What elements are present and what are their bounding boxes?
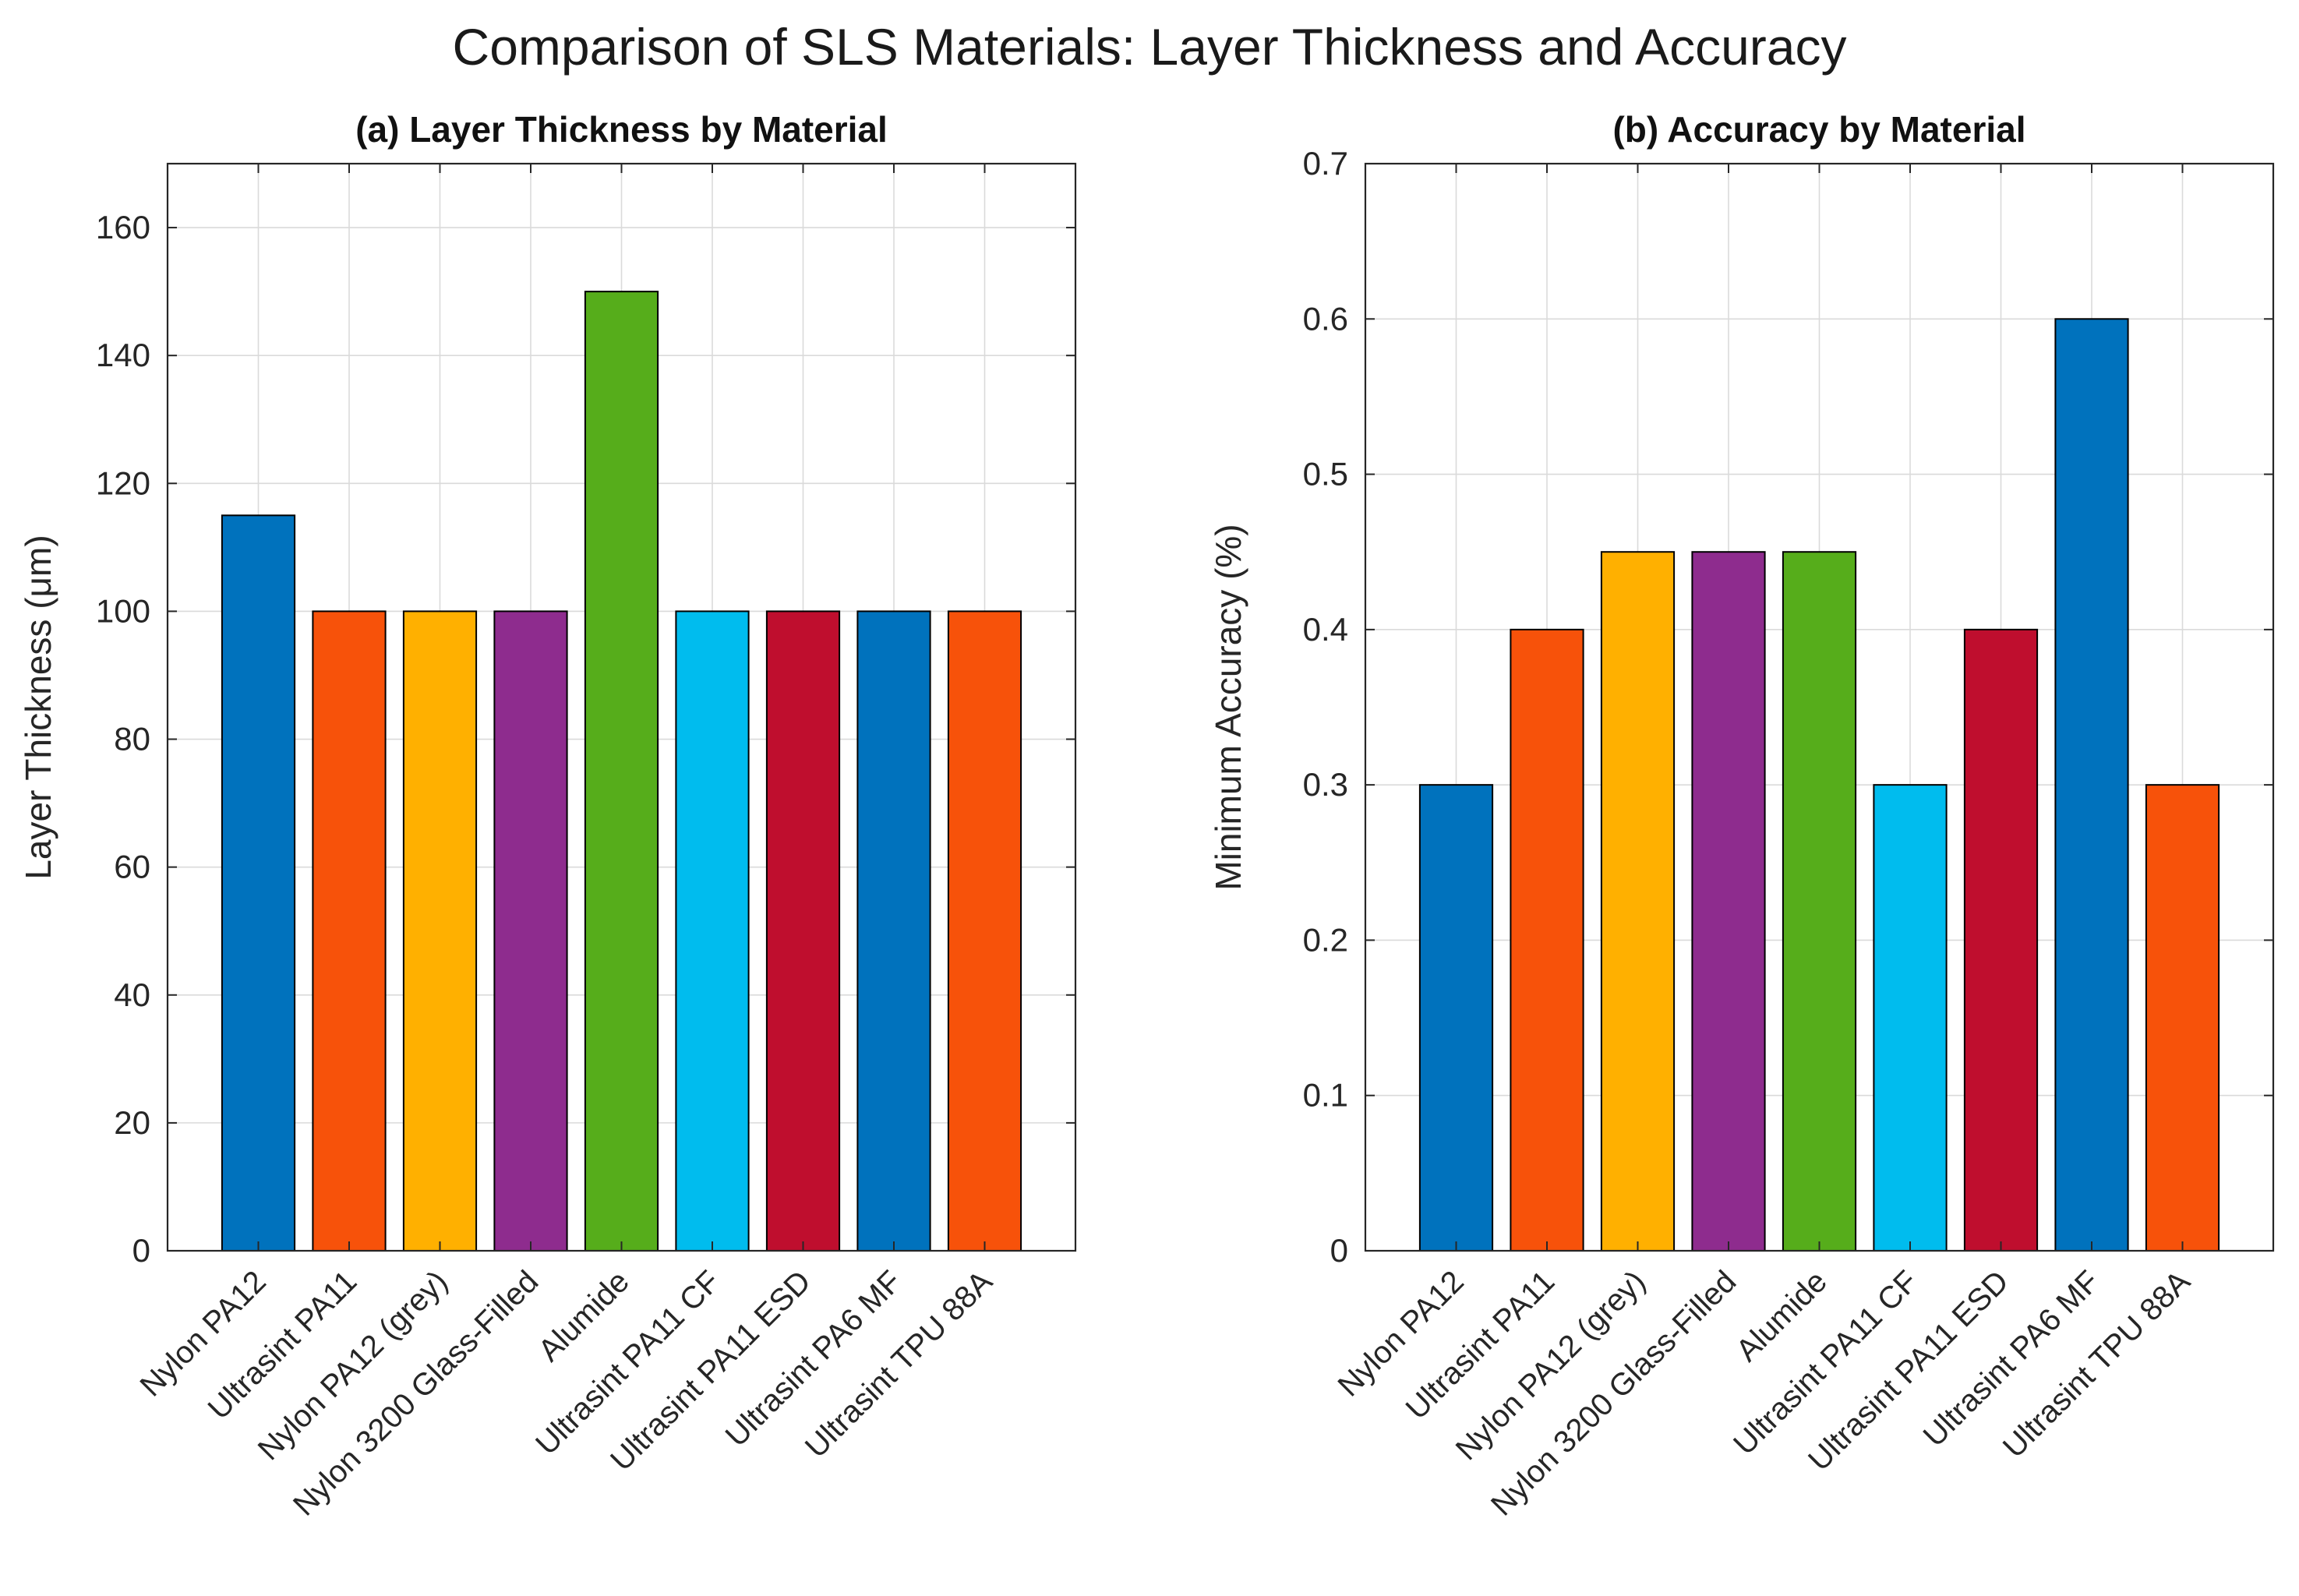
bar-a-5 xyxy=(584,291,659,1252)
y-tick-label: 60 xyxy=(114,849,150,885)
bar-b-8 xyxy=(2054,318,2129,1252)
y-tick-label: 100 xyxy=(96,592,150,629)
y-axis-label: Minimum Accuracy (%) xyxy=(1208,524,1248,890)
bar-b-2 xyxy=(1510,628,1584,1252)
y-tick-label: 120 xyxy=(96,464,150,501)
panel-accuracy: (b) Accuracy by Material 0 0.1 0.2 0.3 0.4 0.5… xyxy=(1208,109,2275,1523)
bar-b-4 xyxy=(1691,551,1766,1252)
y-tick-label: 0.2 xyxy=(1303,921,1348,958)
y-tick-label: 40 xyxy=(114,976,150,1013)
bar-b-7 xyxy=(1963,628,2039,1252)
bar-a-3 xyxy=(402,610,478,1252)
y-tick-label: 0.6 xyxy=(1303,300,1348,337)
panel-a-title: (a) Layer Thickness by Material xyxy=(355,109,888,150)
y-tick-label: 0.1 xyxy=(1303,1077,1348,1114)
panel-b-title: (b) Accuracy by Material xyxy=(1612,109,2025,150)
bar-a-6 xyxy=(675,610,750,1252)
y-tick-label: 80 xyxy=(114,721,150,757)
bar-a-4 xyxy=(493,610,568,1252)
y-tick-label: 0.5 xyxy=(1303,456,1348,493)
figure-title: Comparison of SLS Materials: Layer Thick… xyxy=(452,18,1847,76)
bar-a-7 xyxy=(765,610,841,1252)
y-tick-label: 0.7 xyxy=(1303,145,1348,182)
y-tick-label: 20 xyxy=(114,1104,150,1141)
y-tick-label: 160 xyxy=(96,209,150,245)
bar-b-6 xyxy=(1873,784,1948,1252)
bar-a-8 xyxy=(856,610,931,1252)
bar-b-3 xyxy=(1600,551,1676,1252)
bar-b-5 xyxy=(1782,551,1857,1252)
y-tick-label: 0.4 xyxy=(1303,611,1348,648)
bar-a-9 xyxy=(947,610,1022,1252)
y-tick-label: 140 xyxy=(96,337,150,373)
bar-b-1 xyxy=(1418,784,1494,1252)
y-tick-label: 0 xyxy=(1330,1232,1348,1269)
bar-b-9 xyxy=(2145,784,2220,1252)
bar-a-1 xyxy=(221,514,296,1252)
panel-layer-thickness: (a) Layer Thickness by Material 0 20 40 60 80… xyxy=(18,109,1077,1523)
y-tick-label: 0 xyxy=(132,1232,150,1269)
y-tick-label: 0.3 xyxy=(1303,766,1348,803)
y-axis-label: Layer Thickness (μm) xyxy=(18,535,58,879)
bar-a-2 xyxy=(312,610,387,1252)
